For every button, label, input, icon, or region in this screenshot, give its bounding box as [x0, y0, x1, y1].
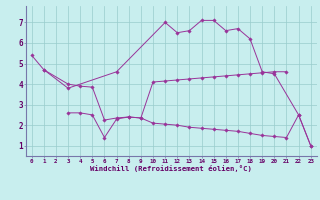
X-axis label: Windchill (Refroidissement éolien,°C): Windchill (Refroidissement éolien,°C) — [90, 165, 252, 172]
